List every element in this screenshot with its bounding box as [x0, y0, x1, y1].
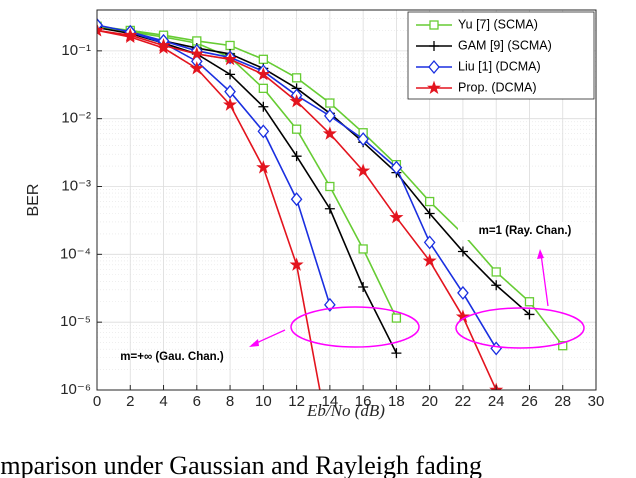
- marker: [457, 285, 469, 300]
- marker: [291, 124, 302, 134]
- marker: [258, 83, 268, 93]
- x-tick-label: 28: [554, 393, 571, 410]
- marker: [457, 246, 468, 257]
- marker: [357, 132, 369, 147]
- marker: [428, 59, 440, 75]
- marker: [422, 253, 437, 267]
- marker: [256, 160, 271, 174]
- marker: [223, 51, 238, 66]
- annotation: m=1 (Ray. Chan.): [479, 225, 572, 237]
- marker: [256, 66, 271, 81]
- marker: [426, 80, 442, 94]
- y-axis-label: BER: [25, 184, 42, 217]
- marker: [423, 235, 436, 250]
- marker: [356, 163, 371, 177]
- marker: [325, 181, 335, 192]
- x-tick-label: 6: [193, 393, 201, 410]
- x-tick-label: 20: [421, 393, 438, 410]
- rayleigh-ellipse: [455, 307, 585, 349]
- legend-label: GAM [9] (SCMA): [458, 38, 552, 52]
- caption: Comparison under Gaussian and Rayleigh f…: [0, 451, 482, 478]
- marker: [491, 267, 501, 277]
- marker: [189, 61, 204, 75]
- gaussian-ellipse: [290, 306, 420, 348]
- marker: [391, 348, 402, 359]
- marker: [429, 20, 439, 30]
- legend-label: Yu [7] (SCMA): [458, 17, 538, 31]
- marker: [391, 313, 402, 323]
- marker: [558, 341, 568, 351]
- marker: [322, 126, 337, 140]
- y-tick-label: 10⁻¹: [61, 42, 91, 59]
- plot-frame: [96, 9, 597, 391]
- annotation-bg: [458, 222, 592, 240]
- x-tick-label: 24: [488, 393, 505, 410]
- x-tick-label: 18: [388, 393, 405, 410]
- marker: [257, 124, 270, 139]
- marker: [491, 280, 502, 291]
- marker: [324, 297, 336, 312]
- marker: [291, 73, 302, 83]
- legend: Yu [7] (SCMA) GAM [9] (SCMA) Liu [1] (DCMA…: [407, 11, 595, 100]
- marker: [97, 23, 105, 37]
- x-tick-label: 14: [322, 393, 339, 410]
- x-tick-label: 30: [588, 393, 605, 410]
- y-tick-label: 10⁻⁴: [60, 245, 91, 262]
- marker: [225, 40, 235, 51]
- marker: [189, 46, 204, 60]
- legend-label: Prop. (DCMA): [458, 80, 536, 94]
- marker: [389, 210, 404, 224]
- arrow: [540, 253, 549, 307]
- marker: [524, 309, 535, 320]
- marker: [123, 27, 138, 42]
- marker: [429, 41, 439, 51]
- x-tick-label: 4: [159, 393, 167, 410]
- marker: [156, 38, 171, 52]
- y-tick-label: 10⁻⁵: [60, 313, 91, 330]
- marker: [325, 98, 335, 108]
- x-tick-label: 8: [226, 393, 234, 410]
- marker: [258, 101, 269, 112]
- x-tick-label: 2: [126, 393, 134, 410]
- x-tick-label: 26: [521, 393, 538, 410]
- marker: [223, 97, 238, 111]
- x-tick-label: 22: [455, 393, 472, 410]
- x-tick-label: 16: [355, 393, 372, 410]
- marker: [424, 208, 435, 219]
- x-tick-label: 10: [255, 393, 272, 410]
- x-axis-label: Eb/No (dB): [306, 401, 385, 420]
- marker: [290, 192, 303, 207]
- y-tick-label: 10⁻³: [61, 177, 91, 194]
- marker: [324, 203, 335, 214]
- ticks: 0 2 4 6 8 10 12 14 16 18 20 22 24 26 28 3010⁻⁶10⁻⁵10⁻⁴1…: [60, 42, 604, 410]
- arrow-head: [537, 249, 544, 259]
- marker: [390, 160, 403, 175]
- legend-label: Liu [1] (DCMA): [458, 59, 541, 73]
- marker: [358, 244, 368, 254]
- series-lines: [97, 18, 568, 390]
- marker: [324, 108, 336, 123]
- marker: [524, 297, 535, 307]
- x-tick-label: 12: [288, 393, 305, 410]
- annotation: m=+∞ (Gau. Chan.): [120, 351, 224, 363]
- marker: [425, 196, 435, 207]
- y-tick-label: 10⁻²: [61, 110, 91, 127]
- marker: [289, 257, 304, 271]
- arrow-head: [249, 339, 259, 347]
- legend-box: [407, 11, 595, 100]
- x-tick-label: 0: [93, 393, 101, 410]
- y-tick-label: 10⁻⁶: [60, 381, 91, 398]
- marker: [258, 54, 268, 64]
- marker: [291, 151, 302, 162]
- marker: [225, 69, 236, 80]
- marker: [289, 93, 304, 108]
- marker: [358, 281, 369, 292]
